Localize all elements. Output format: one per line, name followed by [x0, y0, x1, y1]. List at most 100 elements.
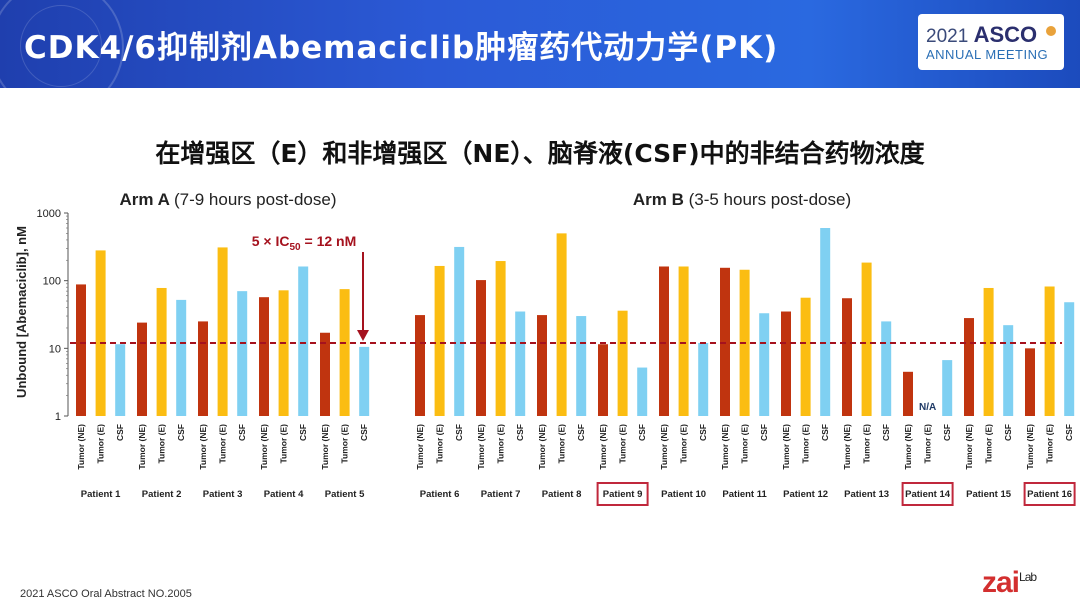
- bar-patient-9-csf: [637, 367, 648, 416]
- threshold-label: 5 × IC50 = 12 nM: [252, 233, 357, 253]
- bar-patient-15-tumor-ne: [964, 318, 974, 416]
- bar-patient-1-tumor-ne: [76, 284, 86, 416]
- y-axis-label: Unbound [Abemaciclib], nM: [14, 226, 29, 398]
- bar-category-label: CSF: [176, 424, 186, 441]
- bar-category-label: CSF: [942, 424, 952, 441]
- bar-category-label: CSF: [298, 424, 308, 441]
- bar-patient-10-tumor-ne: [659, 266, 669, 416]
- bar-category-label: Tumor (E): [279, 424, 289, 464]
- bar-patient-5-tumor-ne: [320, 332, 330, 416]
- patient-label-patient-2: Patient 2: [142, 489, 182, 500]
- bar-patient-5-tumor-e: [339, 289, 350, 416]
- bar-patient-8-tumor-e: [556, 233, 567, 416]
- bar-patient-9-tumor-ne: [598, 344, 608, 416]
- bar-category-label: CSF: [820, 424, 830, 441]
- threshold-label-part: 5 × IC: [252, 233, 290, 249]
- bar-category-label: CSF: [1003, 424, 1013, 441]
- bar-patient-16-tumor-ne: [1025, 348, 1035, 416]
- bar-category-label: CSF: [881, 424, 891, 441]
- bar-patient-3-tumor-ne: [198, 321, 208, 416]
- bar-patient-15-csf: [1003, 325, 1014, 416]
- asco-logo: 2021 ASCO ANNUAL MEETING: [918, 14, 1064, 70]
- patient-label-patient-6: Patient 6: [420, 489, 460, 500]
- bar-patient-13-tumor-e: [861, 262, 872, 416]
- brain-decoration: [0, 0, 124, 88]
- bar-category-label: Tumor (E): [435, 424, 445, 464]
- patient-highlight-box: [901, 482, 954, 506]
- bar-patient-12-tumor-e: [800, 297, 811, 416]
- bar-patient-15-tumor-e: [983, 287, 994, 416]
- bar-category-label: Tumor (NE): [137, 424, 147, 470]
- bar-category-label: Tumor (E): [496, 424, 506, 464]
- bar-patient-12-tumor-ne: [781, 311, 791, 416]
- patient-label-patient-8: Patient 8: [542, 489, 582, 500]
- arm-title-1: Arm A (7-9 hours post-dose): [119, 190, 336, 209]
- bar-patient-16-tumor-e: [1044, 286, 1055, 416]
- bar-patient-9-tumor-e: [617, 310, 628, 416]
- patient-label-patient-10: Patient 10: [661, 489, 706, 500]
- bar-patient-11-csf: [759, 313, 770, 416]
- patient-label-patient-16: Patient 16: [1027, 489, 1072, 500]
- bar-category-label: CSF: [1064, 424, 1074, 441]
- bar-category-label: Tumor (E): [557, 424, 567, 464]
- bar-patient-3-tumor-e: [217, 247, 228, 416]
- na-note: N/A: [919, 402, 936, 413]
- bar-patient-2-tumor-ne: [137, 322, 147, 416]
- zai-lab-logo: zaiLab: [982, 566, 1037, 599]
- arm-title-rest: (3-5 hours post-dose): [689, 190, 852, 209]
- bar-patient-10-tumor-e: [678, 266, 689, 416]
- bar-category-label: Tumor (E): [679, 424, 689, 464]
- bar-patient-13-csf: [881, 321, 892, 416]
- bar-patient-4-tumor-e: [278, 290, 289, 416]
- bar-patient-16-csf: [1064, 302, 1075, 416]
- bar-category-label: Tumor (NE): [537, 424, 547, 470]
- bar-category-label: Tumor (E): [740, 424, 750, 464]
- bar-category-label: CSF: [237, 424, 247, 441]
- source-footnote: 2021 ASCO Oral Abstract NO.2005: [20, 588, 192, 600]
- chart-subtitle: 在增强区（E）和非增强区（NE）、脑脊液(CSF)中的非结合药物浓度: [155, 139, 925, 168]
- patient-label-patient-7: Patient 7: [481, 489, 521, 500]
- bar-patient-13-tumor-ne: [842, 298, 852, 416]
- brain-decoration-inner: [20, 5, 102, 87]
- threshold-arrow-head: [357, 330, 369, 341]
- bar-category-label: Tumor (NE): [320, 424, 330, 470]
- arm-title-rest: (7-9 hours post-dose): [174, 190, 337, 209]
- bar-patient-1-csf: [115, 344, 126, 416]
- asco-logo-year: 2021 ASCO: [926, 22, 1038, 47]
- bar-patient-5-csf: [359, 346, 370, 416]
- patient-label-patient-3: Patient 3: [203, 489, 243, 500]
- bar-category-label: CSF: [115, 424, 125, 441]
- arm-title-bold: Arm B: [633, 190, 689, 209]
- bar-patient-6-tumor-e: [434, 265, 445, 416]
- bar-patient-7-csf: [515, 311, 526, 416]
- bar-patient-1-tumor-e: [95, 250, 106, 416]
- y-tick-label-100: 100: [43, 276, 61, 288]
- bar-category-label: Tumor (NE): [415, 424, 425, 470]
- patient-label-patient-11: Patient 11: [722, 489, 767, 500]
- bar-category-label: CSF: [759, 424, 769, 441]
- patient-label-patient-4: Patient 4: [264, 489, 304, 500]
- y-tick-label-1000: 1000: [37, 208, 61, 220]
- bar-patient-7-tumor-e: [495, 261, 506, 416]
- patient-label-patient-13: Patient 13: [844, 489, 889, 500]
- patient-label-patient-9: Patient 9: [603, 489, 643, 500]
- bar-category-label: Tumor (NE): [1025, 424, 1035, 470]
- bar-category-label: Tumor (E): [984, 424, 994, 464]
- patient-highlight-box: [1023, 482, 1076, 506]
- patient-label-patient-12: Patient 12: [783, 489, 828, 500]
- bar-category-label: Tumor (E): [862, 424, 872, 464]
- slide-title: CDK4/6抑制剂Abemaciclib肿瘤药代动力学(PK): [24, 30, 779, 66]
- bar-category-label: Tumor (NE): [76, 424, 86, 470]
- bar-category-label: Tumor (E): [340, 424, 350, 464]
- bar-category-label: Tumor (NE): [198, 424, 208, 470]
- patient-label-patient-15: Patient 15: [966, 489, 1012, 500]
- bar-category-label: Tumor (E): [157, 424, 167, 464]
- patient-label-patient-5: Patient 5: [325, 489, 365, 500]
- y-tick-label-10: 10: [49, 343, 61, 355]
- bar-category-label: CSF: [698, 424, 708, 441]
- bar-patient-14-csf: [942, 360, 953, 416]
- bar-patient-6-csf: [454, 246, 465, 416]
- bar-patient-2-csf: [176, 299, 187, 416]
- patient-label-patient-14: Patient 14: [905, 489, 951, 500]
